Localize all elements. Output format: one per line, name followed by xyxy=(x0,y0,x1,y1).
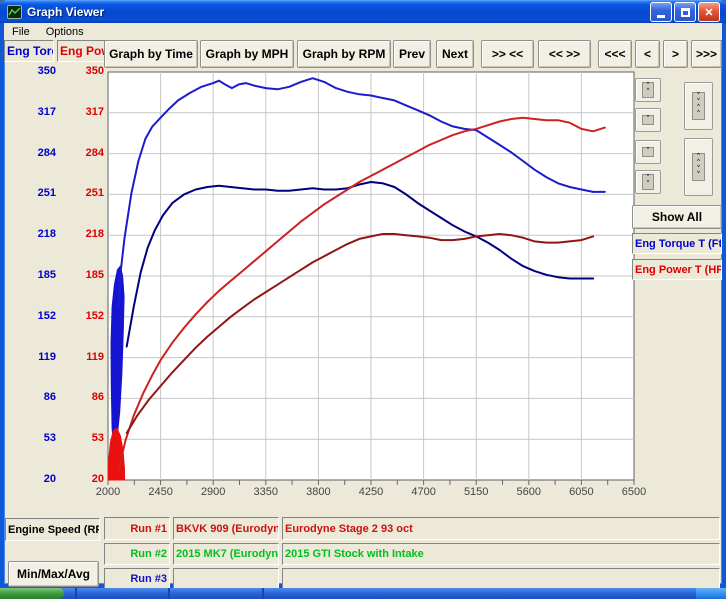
zoom-out-x-button[interactable]: << >> xyxy=(538,40,591,68)
run3-label: Run #3 xyxy=(104,568,170,590)
app-icon xyxy=(7,4,22,19)
y-tick-label: 86 xyxy=(43,391,56,404)
y-tick-label: 350 xyxy=(37,65,56,77)
taskbar-divider xyxy=(75,588,77,599)
y-tick-label: 185 xyxy=(85,269,104,281)
y-tick-label: 218 xyxy=(37,228,56,241)
run3-description[interactable] xyxy=(282,568,720,590)
y-tick-label: 317 xyxy=(85,105,104,118)
y-tick-label: 218 xyxy=(85,228,104,241)
y-tick-label: 185 xyxy=(37,269,56,281)
x-tick-label: 2000 xyxy=(95,486,121,498)
prev-button[interactable]: Prev xyxy=(393,40,431,68)
scroll-fwd-button[interactable]: > xyxy=(663,40,688,68)
run2-file[interactable]: 2015 MK7 (Eurodyne, E xyxy=(173,543,279,565)
y-tick-label: 119 xyxy=(38,350,56,363)
run1-description[interactable]: Eurodyne Stage 2 93 oct xyxy=(282,517,720,540)
run1-label: Run #1 xyxy=(104,517,170,540)
dyno-chart[interactable] xyxy=(107,71,635,488)
taskbar-divider xyxy=(262,588,264,599)
zoom-in-vertical-button[interactable]: ˅ ˅ ˄ ˄ xyxy=(684,82,713,130)
run2-description[interactable]: 2015 GTI Stock with Intake xyxy=(282,543,720,565)
graph-by-time-button[interactable]: Graph by Time xyxy=(104,40,198,68)
menu-file[interactable]: File xyxy=(12,25,30,38)
system-tray xyxy=(696,588,726,599)
run2-label: Run #2 xyxy=(104,543,170,565)
y-tick-label: 119 xyxy=(86,350,104,363)
x-tick-label: 2900 xyxy=(200,486,226,498)
y-tick-label: 251 xyxy=(85,187,104,200)
pan-down-button[interactable]: ˅ xyxy=(635,140,661,164)
y-tick-label: 20 xyxy=(91,473,104,485)
start-button[interactable] xyxy=(0,588,64,599)
titlebar[interactable]: Graph Viewer ✕ xyxy=(0,0,726,23)
y-tick-label: 251 xyxy=(37,187,56,200)
y-tick-label: 53 xyxy=(43,432,56,445)
show-all-button[interactable]: Show All xyxy=(632,205,722,229)
taskbar xyxy=(0,588,726,599)
pan-up-fast-button[interactable]: ˄ ˄ xyxy=(635,78,661,102)
minimize-button[interactable] xyxy=(650,2,672,22)
min-max-avg-button[interactable]: Min/Max/Avg xyxy=(8,561,99,587)
x-tick-label: 3350 xyxy=(253,486,279,498)
pan-down-fast-button[interactable]: ˅ ˅ xyxy=(635,170,661,194)
run1-file[interactable]: BKVK 909 (Eurodyne, I xyxy=(173,517,279,540)
x-axis-label: Engine Speed (RPM) xyxy=(5,518,100,541)
maximize-icon xyxy=(680,7,690,17)
minimize-icon xyxy=(657,15,665,18)
legend-power: Eng Power T (HP) xyxy=(632,259,722,280)
y-tick-label: 152 xyxy=(85,309,104,322)
power-axis-header: Eng Power xyxy=(57,40,107,62)
x-tick-label: 4250 xyxy=(358,486,384,498)
y-tick-label: 317 xyxy=(37,105,56,118)
x-tick-label: 6500 xyxy=(621,486,647,498)
y-tick-label: 86 xyxy=(91,391,104,404)
zoom-in-x-button[interactable]: >> << xyxy=(481,40,534,68)
scroll-first-button[interactable]: <<< xyxy=(598,40,632,68)
menu-bar: File Options xyxy=(4,23,722,40)
y-tick-label: 152 xyxy=(37,309,56,322)
next-button[interactable]: Next xyxy=(436,40,474,68)
close-icon: ✕ xyxy=(704,6,714,19)
legend-torque: Eng Torque T (Ft-lb) xyxy=(632,233,722,254)
x-tick-label: 6050 xyxy=(569,486,594,498)
run3-file[interactable] xyxy=(173,568,279,590)
menu-options[interactable]: Options xyxy=(45,25,84,38)
x-tick-label: 2450 xyxy=(148,486,173,498)
window-title: Graph Viewer xyxy=(27,4,105,19)
y-tick-label: 284 xyxy=(85,146,104,159)
torque-axis-header: Eng Torque xyxy=(4,40,54,62)
x-tick-label: 5600 xyxy=(516,486,542,498)
scroll-back-button[interactable]: < xyxy=(635,40,660,68)
y-tick-label: 284 xyxy=(37,146,56,159)
y-tick-label: 20 xyxy=(43,473,56,485)
y-tick-label: 350 xyxy=(85,65,104,77)
graph-by-rpm-button[interactable]: Graph by RPM xyxy=(297,40,391,68)
x-tick-label: 5150 xyxy=(463,486,489,498)
y-tick-label: 53 xyxy=(91,432,104,445)
x-tick-label: 3800 xyxy=(306,486,331,498)
close-button[interactable]: ✕ xyxy=(698,2,720,22)
scroll-last-button[interactable]: >>> xyxy=(691,40,722,68)
taskbar-divider xyxy=(168,588,170,599)
maximize-button[interactable] xyxy=(674,2,696,22)
zoom-out-vertical-button[interactable]: ˄ ˄ ˅ ˅ xyxy=(684,138,713,196)
graph-by-mph-button[interactable]: Graph by MPH xyxy=(200,40,294,68)
pan-up-button[interactable]: ˄ xyxy=(635,108,661,132)
x-tick-label: 4700 xyxy=(411,486,436,498)
